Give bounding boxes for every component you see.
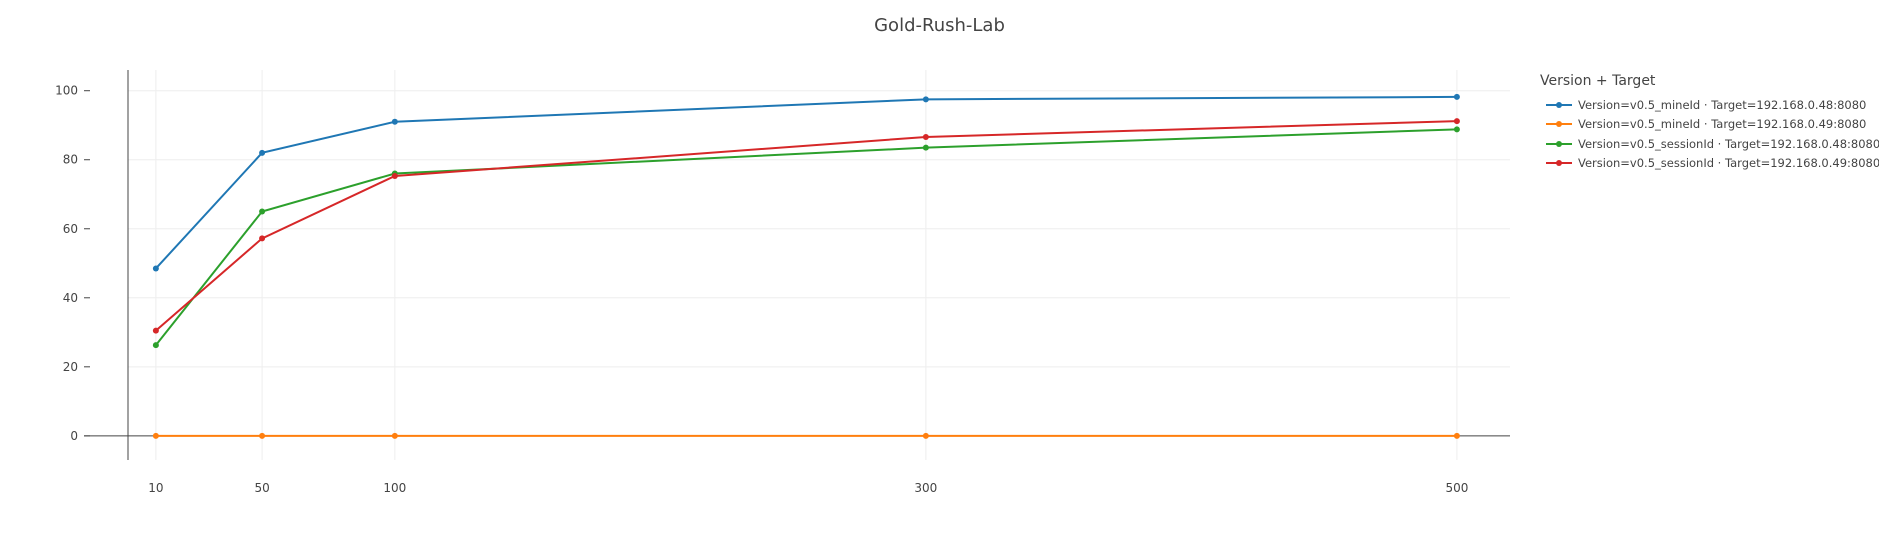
x-tick-label: 100 bbox=[383, 481, 406, 495]
legend-label: Version=v0.5_sessionId · Target=192.168.… bbox=[1578, 136, 1879, 151]
y-tick-label: 40 bbox=[63, 291, 78, 305]
legend-items: Version=v0.5_mineId · Target=192.168.0.4… bbox=[1540, 95, 1879, 174]
x-tick-label: 50 bbox=[254, 481, 269, 495]
legend-swatch bbox=[1546, 101, 1572, 108]
legend-swatch bbox=[1546, 121, 1572, 128]
y-tick-label: 100 bbox=[55, 84, 78, 98]
data-point bbox=[259, 432, 266, 439]
data-point bbox=[152, 265, 159, 272]
legend-item[interactable]: Version=v0.5_sessionId · Target=192.168.… bbox=[1540, 134, 1879, 154]
y-tick-label: 60 bbox=[63, 222, 78, 236]
x-tick-label: 300 bbox=[914, 481, 937, 495]
series-line-1 bbox=[155, 95, 1457, 270]
y-tick-label: 0 bbox=[70, 429, 78, 443]
y-tick-label: 20 bbox=[63, 360, 78, 374]
data-point bbox=[152, 327, 159, 334]
data-point bbox=[922, 432, 929, 439]
x-tick-label: 10 bbox=[148, 481, 163, 495]
data-point bbox=[922, 144, 929, 151]
y-tick-label: 80 bbox=[63, 153, 78, 167]
legend-item[interactable]: Version=v0.5_mineId · Target=192.168.0.4… bbox=[1540, 95, 1875, 115]
legend-item[interactable]: Version=v0.5_sessionId · Target=192.168.… bbox=[1540, 154, 1879, 174]
legend-swatch bbox=[1546, 140, 1572, 147]
series-line-3 bbox=[155, 128, 1457, 346]
x-tick-label: 500 bbox=[1445, 481, 1468, 495]
data-point bbox=[152, 432, 159, 439]
legend-title: Version + Target bbox=[1540, 73, 1656, 89]
data-point bbox=[1453, 118, 1460, 125]
legend-label: Version=v0.5_mineId · Target=192.168.0.4… bbox=[1578, 117, 1867, 132]
legend-item[interactable]: Version=v0.5_mineId · Target=192.168.0.4… bbox=[1540, 115, 1875, 135]
data-point bbox=[1453, 126, 1460, 133]
legend-swatch bbox=[1546, 160, 1572, 167]
legend: Version + Target Version=v0.5_mineId · T… bbox=[1540, 73, 1879, 174]
legend-label: Version=v0.5_mineId · Target=192.168.0.4… bbox=[1578, 97, 1867, 112]
legend-label: Version=v0.5_sessionId · Target=192.168.… bbox=[1578, 156, 1879, 171]
chart-title: Gold-Rush-Lab bbox=[874, 15, 1005, 36]
data-point bbox=[922, 133, 929, 140]
data-point bbox=[391, 172, 398, 179]
data-point bbox=[152, 342, 159, 349]
data-point bbox=[922, 96, 929, 103]
data-point bbox=[1453, 432, 1460, 439]
data-point bbox=[259, 208, 266, 215]
data-point bbox=[391, 432, 398, 439]
data-point bbox=[1453, 93, 1460, 100]
data-point bbox=[259, 235, 266, 242]
data-point bbox=[259, 149, 266, 156]
data-point bbox=[391, 118, 398, 125]
